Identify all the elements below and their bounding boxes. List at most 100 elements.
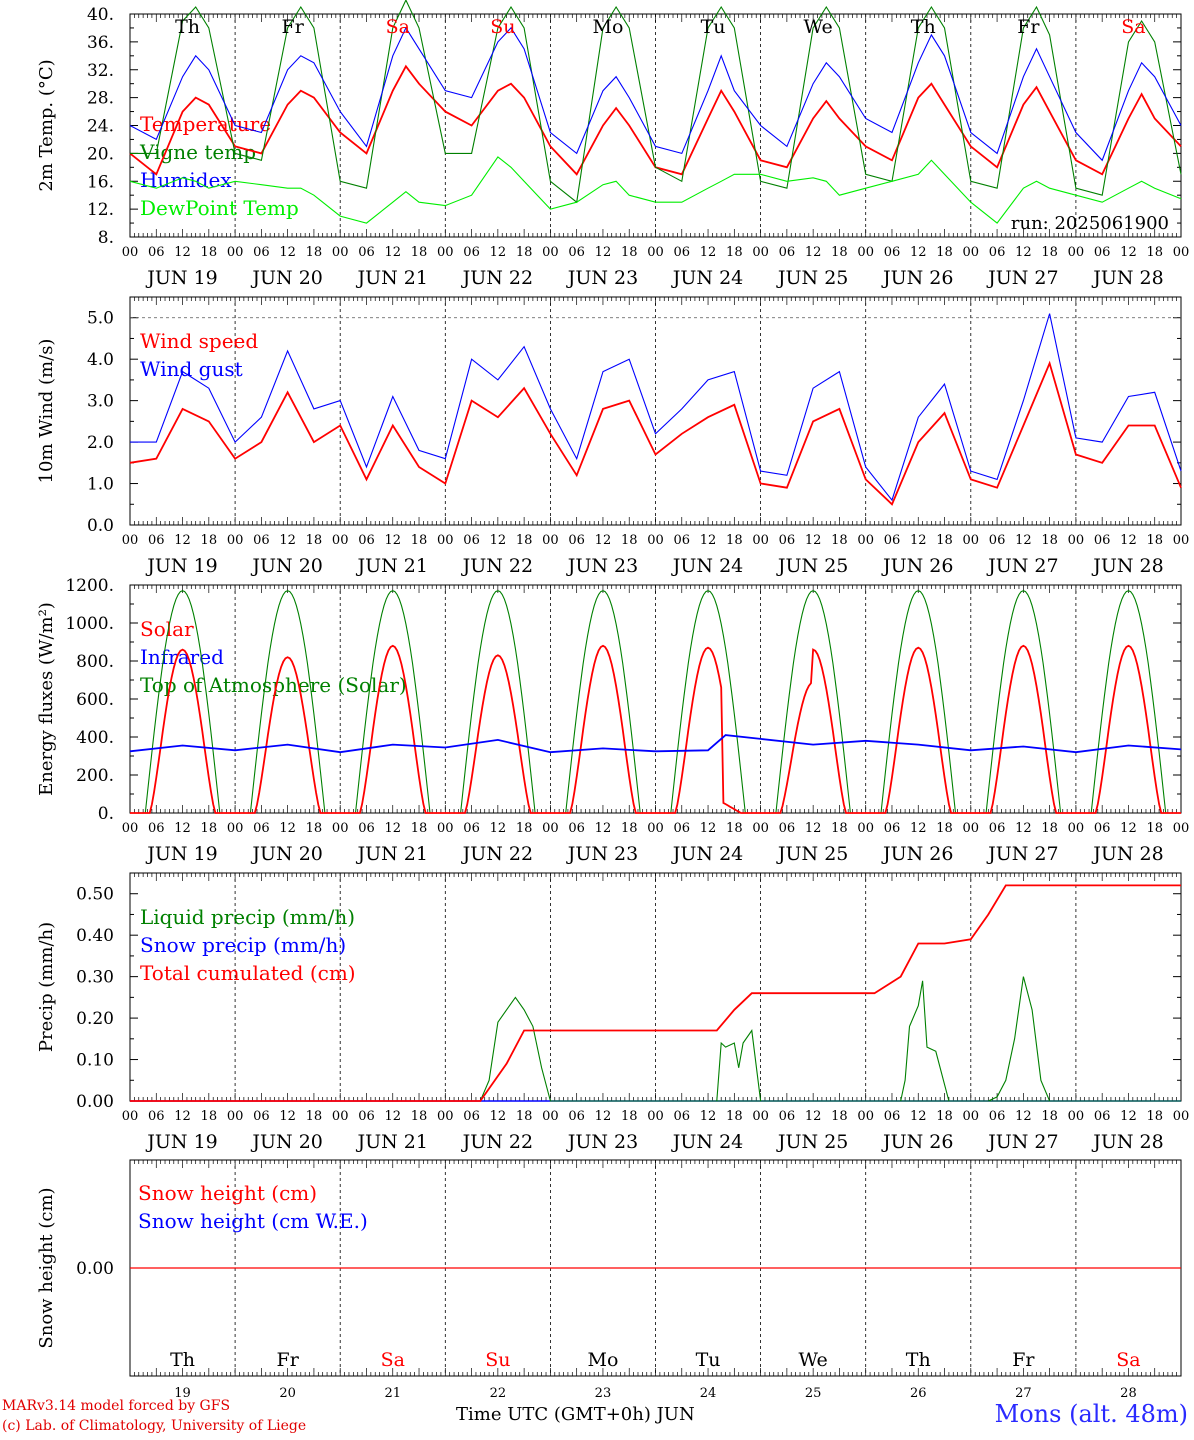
legend-entry: Total cumulated (cm) (140, 961, 356, 985)
hour-tick-label: 06 (674, 245, 691, 260)
hour-tick-label: 12 (910, 1109, 927, 1124)
hour-tick-label: 06 (989, 533, 1006, 548)
hour-tick-label: 18 (306, 1109, 323, 1124)
hour-tick-label: 00 (542, 821, 559, 836)
date-label: JUN 25 (776, 1131, 848, 1153)
hour-tick-label: 00 (227, 245, 244, 260)
weekday-label: Mo (592, 16, 623, 38)
y-tick-label: 40. (87, 5, 114, 25)
hour-tick-label: 00 (857, 533, 874, 548)
hour-tick-label: 12 (805, 1109, 822, 1124)
hour-tick-label: 18 (726, 821, 743, 836)
legend-entry: Snow height (cm W.E.) (138, 1209, 368, 1233)
hour-tick-label: 18 (516, 1109, 533, 1124)
hour-tick-label: 00 (332, 821, 349, 836)
hour-tick-label: 12 (595, 245, 612, 260)
y-tick-label: 1.0 (87, 475, 114, 495)
wind-panel: 0.0 1.0 2.0 3.0 4.0 5.0 10m Wind (m/s) 00 06 12 18… (36, 296, 1190, 577)
y-tick-label: 20. (87, 144, 114, 164)
hour-tick-label: 12 (700, 533, 717, 548)
legend-entry: Snow precip (mm/h) (140, 933, 346, 957)
hour-tick-label: 00 (1068, 245, 1085, 260)
wind-y-label: 10m Wind (m/s) (36, 339, 57, 484)
hour-tick-label: 18 (1146, 533, 1163, 548)
hour-tick-label: 12 (174, 245, 191, 260)
date-label: JUN 28 (1091, 267, 1163, 289)
hour-tick-label: 06 (463, 245, 480, 260)
hour-tick-label: 12 (279, 821, 296, 836)
hour-tick-label: 00 (437, 245, 454, 260)
y-tick-label: 200. (76, 766, 114, 786)
hour-tick-label: 12 (1120, 821, 1137, 836)
hour-tick-label: 12 (595, 821, 612, 836)
precip-y-label: Precip (mm/h) (36, 922, 57, 1052)
date-label: JUN 22 (461, 267, 533, 289)
day-number-label: 23 (595, 1386, 612, 1401)
hour-tick-label: 00 (752, 1109, 769, 1124)
date-label: JUN 20 (250, 555, 322, 577)
hour-tick-label: 06 (884, 1109, 901, 1124)
hour-tick-label: 00 (963, 533, 980, 548)
series-total-cumulated (130, 884, 1181, 1102)
hour-tick-label: 12 (910, 821, 927, 836)
hour-tick-label: 12 (805, 821, 822, 836)
date-label: JUN 21 (356, 843, 428, 865)
date-label: JUN 26 (881, 1131, 953, 1153)
hour-tick-label: 00 (963, 821, 980, 836)
hour-tick-label: 18 (411, 245, 428, 260)
day-number-label: 26 (910, 1386, 927, 1401)
hour-tick-label: 18 (726, 245, 743, 260)
hour-tick-label: 12 (1015, 245, 1032, 260)
hour-tick-label: 18 (1041, 1109, 1058, 1124)
weekday-label: Fr (1017, 16, 1040, 38)
y-tick-label: 800. (76, 652, 114, 672)
hour-tick-label: 12 (174, 1109, 191, 1124)
date-label: JUN 20 (250, 1131, 322, 1153)
hour-tick-label: 00 (437, 1109, 454, 1124)
hour-tick-label: 18 (831, 821, 848, 836)
precip-panel: 0.00 0.10 0.20 0.30 0.40 0.50 Precip (mm/h) 00 0… (36, 872, 1189, 1153)
hour-tick-label: 00 (1173, 533, 1190, 548)
date-label: JUN 19 (145, 267, 217, 289)
hour-tick-label: 00 (1173, 821, 1190, 836)
hour-tick-label: 00 (122, 1109, 139, 1124)
series-vigne-temp (130, 0, 1182, 204)
date-label: JUN 26 (881, 267, 953, 289)
series-humidex (129, 26, 1182, 162)
legend-entry: Infrared (140, 645, 224, 669)
hour-tick-label: 12 (910, 245, 927, 260)
y-tick-label: 24. (87, 117, 114, 137)
hour-tick-label: 12 (1015, 533, 1032, 548)
date-label: JUN 27 (986, 267, 1058, 289)
legend-entry: Liquid precip (mm/h) (140, 905, 355, 929)
legend-entry: DewPoint Temp (140, 196, 299, 220)
date-label: JUN 22 (461, 843, 533, 865)
hour-tick-label: 00 (542, 1109, 559, 1124)
weekday-label: Th (911, 16, 936, 38)
hour-tick-label: 00 (857, 821, 874, 836)
hour-tick-label: 00 (1068, 1109, 1085, 1124)
hour-tick-label: 00 (857, 245, 874, 260)
hour-tick-label: 00 (332, 245, 349, 260)
date-label: JUN 28 (1091, 1131, 1163, 1153)
hour-tick-label: 18 (936, 1109, 953, 1124)
hour-tick-label: 12 (490, 245, 507, 260)
y-tick-label: 3.0 (87, 392, 114, 412)
hour-tick-label: 06 (253, 1109, 270, 1124)
hour-tick-label: 06 (358, 821, 375, 836)
hour-tick-label: 00 (332, 533, 349, 548)
hour-tick-label: 12 (384, 1109, 401, 1124)
date-label: JUN 23 (566, 555, 638, 577)
y-tick-label: 5.0 (87, 309, 114, 329)
date-label: JUN 21 (356, 267, 428, 289)
hour-tick-label: 00 (227, 533, 244, 548)
y-tick-label: 0.40 (76, 926, 114, 946)
temp-panel: 8. 12. 16. 20. 24. 28. 32. 36. 40. 2m Temp. (°C) 0… (36, 0, 1189, 289)
hour-tick-label: 06 (358, 1109, 375, 1124)
weekday-label: Tu (696, 1349, 721, 1371)
hour-tick-label: 00 (122, 245, 139, 260)
date-label: JUN 24 (671, 843, 743, 865)
day-number-label: 20 (279, 1386, 296, 1401)
weekday-label: Mo (587, 1349, 618, 1371)
hour-tick-label: 18 (936, 821, 953, 836)
